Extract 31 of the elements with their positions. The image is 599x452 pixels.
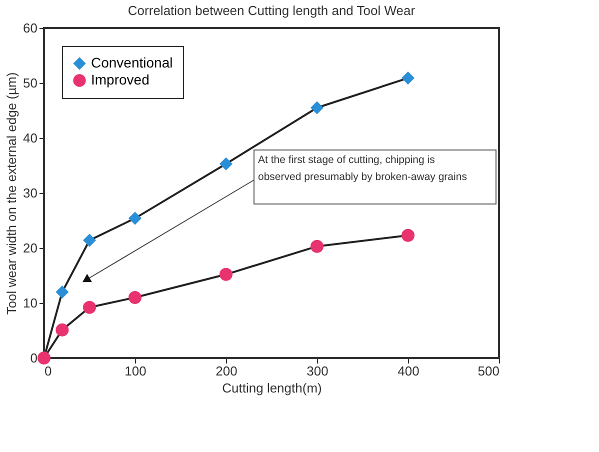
y-tick-label: 20 [23, 240, 38, 256]
legend-label: Improved [91, 72, 150, 88]
point [56, 285, 69, 299]
point [401, 72, 415, 85]
point [310, 101, 324, 114]
x-tick-label: 400 [398, 364, 420, 378]
x-tick-label: 300 [306, 364, 328, 378]
point [310, 240, 324, 253]
y-tick-label: 60 [23, 20, 38, 36]
point [219, 268, 233, 281]
point [82, 234, 96, 247]
annotation: At the first stage of cutting, chipping is observed presumably by broken-away grains [258, 154, 467, 183]
point [401, 228, 415, 242]
y-tick-label: 50 [23, 76, 38, 90]
x-axis-title: Cutting length(m) [222, 380, 322, 396]
point [128, 212, 142, 225]
y-tick-label: 10 [23, 296, 38, 310]
point [82, 300, 96, 314]
y-tick-label: 40 [23, 130, 38, 146]
point [128, 290, 142, 304]
chart-title: Correlation between Cutting length and Tool Wear [128, 3, 416, 18]
x-tick-label: 500 [478, 364, 500, 378]
y-tick-label: 0 [30, 350, 38, 366]
x-tick-label: 100 [124, 364, 146, 378]
point [56, 323, 69, 336]
y-tick-label: 30 [23, 186, 38, 200]
point [219, 157, 233, 170]
legend-label: Conventional [91, 54, 173, 70]
x-tick-label: 200 [216, 364, 238, 378]
x-tick-label: 0 [44, 364, 52, 378]
y-axis-title: Tool wear width on the external edge (µm) [4, 72, 20, 315]
